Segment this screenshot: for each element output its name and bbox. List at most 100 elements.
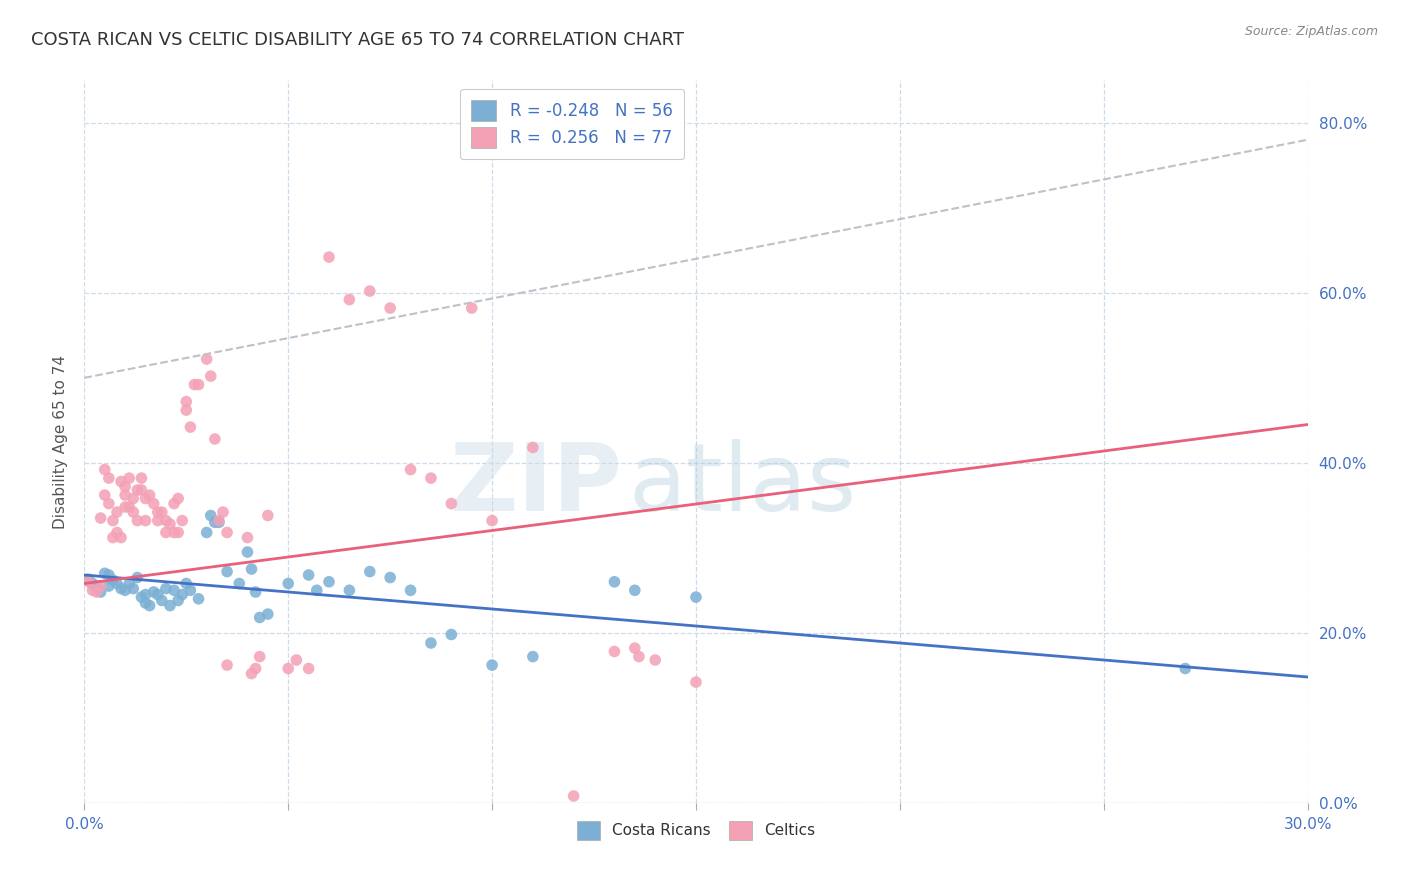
Point — [195, 525, 218, 540]
Point — [624, 641, 647, 656]
Point — [174, 403, 197, 417]
Point — [481, 658, 503, 673]
Point — [77, 572, 100, 586]
Point — [155, 582, 177, 596]
Point — [131, 483, 153, 497]
Point — [187, 591, 209, 606]
Point — [318, 250, 340, 264]
Point — [249, 610, 271, 624]
Point — [90, 585, 112, 599]
Point — [179, 583, 201, 598]
Point — [399, 462, 422, 476]
Point — [105, 525, 128, 540]
Point — [603, 644, 626, 658]
Point — [142, 497, 165, 511]
Point — [380, 301, 402, 315]
Point — [277, 576, 299, 591]
Point — [236, 545, 259, 559]
Point — [245, 585, 267, 599]
Point — [97, 568, 120, 582]
Point — [101, 573, 124, 587]
Point — [380, 570, 402, 584]
Point — [122, 505, 145, 519]
Point — [249, 649, 271, 664]
Point — [522, 441, 544, 455]
Point — [228, 576, 250, 591]
Point — [167, 525, 190, 540]
Point — [440, 497, 463, 511]
Point — [167, 491, 190, 506]
Point — [114, 500, 136, 514]
Point — [240, 562, 263, 576]
Point — [644, 653, 666, 667]
Point — [359, 284, 381, 298]
Point — [146, 588, 169, 602]
Point — [110, 582, 132, 596]
Point — [118, 471, 141, 485]
Point — [204, 432, 226, 446]
Point — [150, 593, 173, 607]
Point — [359, 565, 381, 579]
Point — [420, 471, 443, 485]
Text: atlas: atlas — [628, 439, 856, 531]
Point — [135, 514, 157, 528]
Text: Source: ZipAtlas.com: Source: ZipAtlas.com — [1244, 25, 1378, 38]
Point — [167, 593, 190, 607]
Point — [399, 583, 422, 598]
Point — [174, 394, 197, 409]
Point — [685, 675, 707, 690]
Point — [204, 516, 226, 530]
Point — [285, 653, 308, 667]
Point — [163, 497, 186, 511]
Point — [212, 505, 235, 519]
Point — [236, 531, 259, 545]
Point — [217, 525, 239, 540]
Point — [179, 420, 201, 434]
Point — [101, 531, 124, 545]
Point — [135, 491, 157, 506]
Point — [131, 590, 153, 604]
Point — [240, 666, 263, 681]
Point — [118, 576, 141, 591]
Point — [298, 661, 321, 675]
Point — [257, 607, 280, 621]
Point — [318, 574, 340, 589]
Point — [146, 514, 169, 528]
Point — [114, 488, 136, 502]
Point — [114, 583, 136, 598]
Point — [339, 583, 361, 598]
Point — [257, 508, 280, 523]
Point — [86, 579, 108, 593]
Point — [155, 514, 177, 528]
Point — [122, 582, 145, 596]
Point — [627, 649, 650, 664]
Point — [127, 514, 149, 528]
Point — [77, 574, 100, 589]
Point — [685, 590, 707, 604]
Point — [163, 583, 186, 598]
Point — [159, 599, 181, 613]
Point — [155, 525, 177, 540]
Point — [208, 514, 231, 528]
Point — [603, 574, 626, 589]
Point — [172, 514, 194, 528]
Legend: Costa Ricans, Celtics: Costa Ricans, Celtics — [571, 815, 821, 846]
Point — [135, 596, 157, 610]
Point — [127, 483, 149, 497]
Point — [118, 500, 141, 514]
Point — [135, 588, 157, 602]
Point — [110, 531, 132, 545]
Point — [562, 789, 585, 803]
Point — [146, 505, 169, 519]
Point — [105, 505, 128, 519]
Point — [277, 661, 299, 675]
Point — [90, 579, 112, 593]
Y-axis label: Disability Age 65 to 74: Disability Age 65 to 74 — [53, 354, 69, 529]
Point — [82, 576, 104, 591]
Point — [93, 488, 115, 502]
Point — [208, 516, 231, 530]
Point — [159, 516, 181, 531]
Point — [163, 525, 186, 540]
Point — [183, 377, 205, 392]
Text: ZIP: ZIP — [450, 439, 623, 531]
